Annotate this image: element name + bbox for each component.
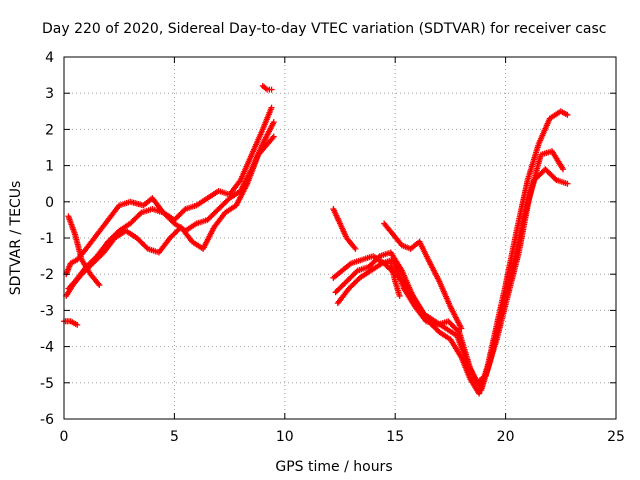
- data-point: [352, 245, 359, 252]
- y-tick-label: -6: [40, 412, 54, 428]
- y-tick-label: 3: [45, 86, 54, 102]
- y-tick-label: 0: [45, 195, 54, 211]
- x-tick-label: 20: [497, 429, 515, 445]
- chart-title: Day 220 of 2020, Sidereal Day-to-day VTE…: [42, 21, 606, 37]
- y-tick-label: 2: [45, 122, 54, 138]
- data-point: [560, 166, 567, 173]
- grid: [64, 57, 616, 419]
- data-point: [270, 119, 277, 126]
- y-tick-label: -2: [40, 267, 54, 283]
- x-tick-label: 5: [170, 429, 179, 445]
- trace-marker: [375, 254, 382, 261]
- trace-marker: [137, 210, 144, 217]
- data-points: [61, 82, 571, 397]
- trace-marker: [552, 175, 559, 182]
- trace-marker: [353, 268, 360, 275]
- data-point: [96, 282, 103, 289]
- y-tick-label: 1: [45, 159, 54, 175]
- x-tick-label: 25: [607, 429, 625, 445]
- x-tick-label: 10: [276, 429, 294, 445]
- data-point: [270, 133, 277, 140]
- trace-marker: [181, 207, 188, 214]
- data-point: [396, 292, 403, 299]
- data-point: [268, 104, 275, 111]
- y-tick-label: -3: [40, 303, 54, 319]
- data-point: [74, 321, 81, 328]
- data-point: [458, 325, 465, 332]
- data-point: [564, 111, 571, 118]
- axis-ticks: 0 5 10 15 20 25 -6 -5 -4 -3 -2 -1 0 1 2 3 4: [40, 50, 625, 445]
- y-tick-label: -4: [40, 340, 54, 356]
- x-tick-label: 0: [60, 429, 69, 445]
- trace-marker: [143, 244, 150, 251]
- x-tick-label: 15: [386, 429, 404, 445]
- y-tick-label: 4: [45, 50, 54, 66]
- data-point: [564, 180, 571, 187]
- y-axis-label: SDTVAR / TECUs: [8, 181, 24, 296]
- data-point: [268, 86, 275, 93]
- x-axis-label: GPS time / hours: [275, 459, 392, 475]
- y-tick-label: -1: [40, 231, 54, 247]
- y-tick-label: -5: [40, 376, 54, 392]
